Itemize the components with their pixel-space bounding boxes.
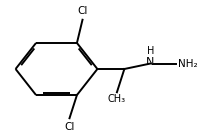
Text: Cl: Cl xyxy=(64,122,75,132)
Text: Cl: Cl xyxy=(77,6,88,16)
Text: N: N xyxy=(146,57,155,67)
Text: CH₃: CH₃ xyxy=(108,94,126,104)
Text: NH₂: NH₂ xyxy=(178,59,198,69)
Text: H: H xyxy=(147,46,154,56)
